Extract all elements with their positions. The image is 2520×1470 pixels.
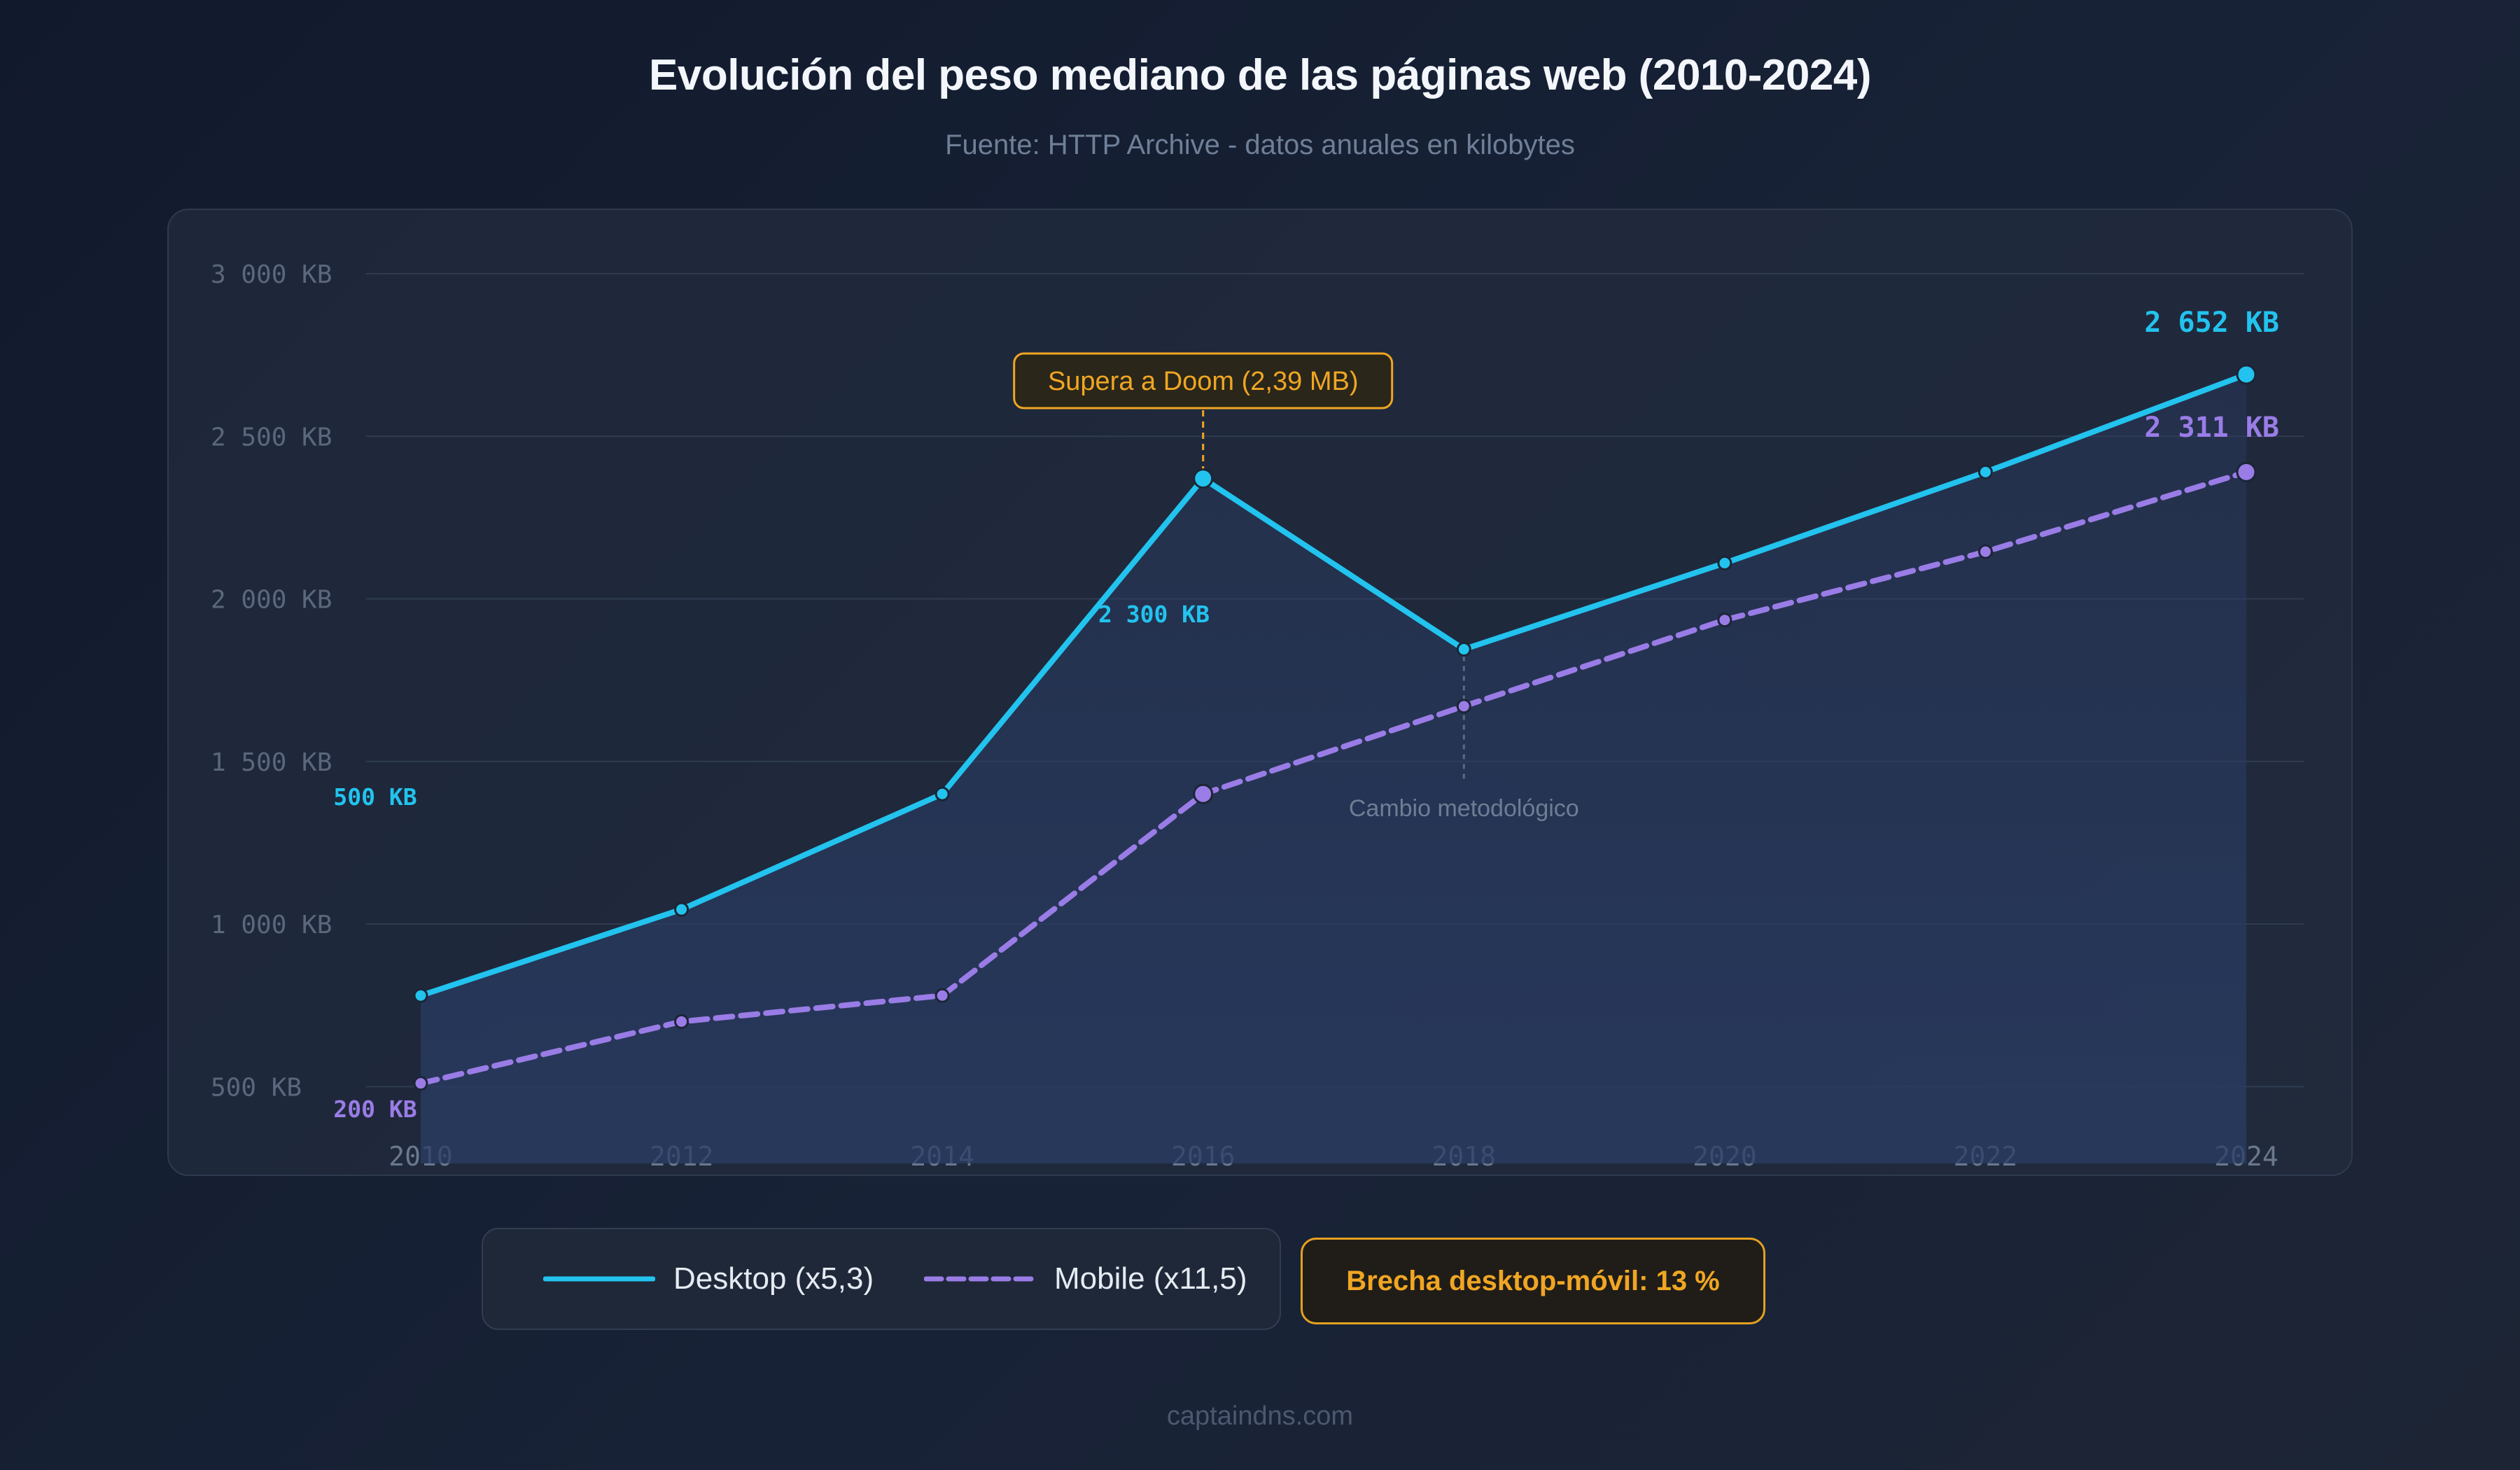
- footer-credit: captaindns.com: [1166, 1401, 1354, 1431]
- desktop-data-label: 2 300 KB: [1098, 601, 1210, 628]
- mobile-data-label: 2 311 KB: [2144, 412, 2279, 444]
- y-tick-label: 3 000 KB: [211, 260, 332, 289]
- chart-subtitle: Fuente: HTTP Archive - datos anuales en …: [945, 130, 1575, 160]
- mobile-point: [1717, 612, 1732, 628]
- legend-swatch-desktop: [543, 1276, 655, 1282]
- desktop-data-label: 2 652 KB: [2144, 307, 2279, 339]
- annotation-text-doom: Supera a Doom (2,39 MB): [1048, 367, 1359, 396]
- y-tick-label: 2 500 KB: [211, 423, 332, 451]
- mobile-point: [934, 988, 950, 1003]
- mobile-series-line: [418, 469, 2249, 1086]
- desktop-point: [413, 988, 428, 1003]
- desktop-point: [1717, 555, 1732, 570]
- desktop-point: [1456, 642, 1471, 657]
- y-tick-label: 2 000 KB: [211, 586, 332, 615]
- legend-label-mobile: Mobile (x11,5): [1054, 1261, 1247, 1296]
- desktop-point: [1977, 464, 1993, 479]
- desktop-data-label: 500 KB: [333, 783, 416, 811]
- chart-title: Evolución del peso mediano de las página…: [649, 51, 1871, 99]
- legend-label-desktop: Desktop (x5,3): [673, 1261, 874, 1296]
- desktop-point: [934, 786, 950, 802]
- desktop-point: [2236, 364, 2257, 385]
- annotation-box-doom: [1013, 352, 1394, 410]
- gap-badge: Brecha desktop-móvil: 13 %: [1301, 1238, 1765, 1324]
- mobile-point: [1193, 783, 1214, 804]
- annotation-text-method: Cambio metodológico: [1349, 795, 1579, 822]
- desktop-point: [674, 902, 690, 917]
- desktop-point: [1193, 468, 1214, 489]
- mobile-data-label: 200 KB: [333, 1096, 416, 1123]
- chart-panel: 500 KB 1 000 KB 1 500 KB 2 000 KB 2 500 KB 3 …: [167, 209, 2353, 1176]
- mobile-point: [1456, 699, 1471, 714]
- desktop-series-line: [418, 372, 2249, 999]
- legend: Desktop (x5,3) Mobile (x11,5): [482, 1228, 1281, 1330]
- y-tick-label: 1 000 KB: [211, 911, 332, 939]
- y-tick-label: 500 KB: [211, 1073, 302, 1102]
- legend-item-desktop: Desktop (x5,3): [543, 1229, 874, 1329]
- line-chart: 500 KB 1 000 KB 1 500 KB 2 000 KB 2 500 KB 3 …: [211, 260, 2304, 1172]
- mobile-point: [413, 1076, 428, 1091]
- legend-item-mobile: Mobile (x11,5): [924, 1229, 1247, 1329]
- legend-swatch-mobile: [924, 1276, 1036, 1282]
- desktop-area-fill: [421, 374, 2246, 1163]
- mobile-point: [674, 1014, 690, 1029]
- mobile-point: [1977, 544, 1993, 559]
- y-tick-label: 1 500 KB: [211, 748, 332, 777]
- mobile-point: [2236, 461, 2257, 482]
